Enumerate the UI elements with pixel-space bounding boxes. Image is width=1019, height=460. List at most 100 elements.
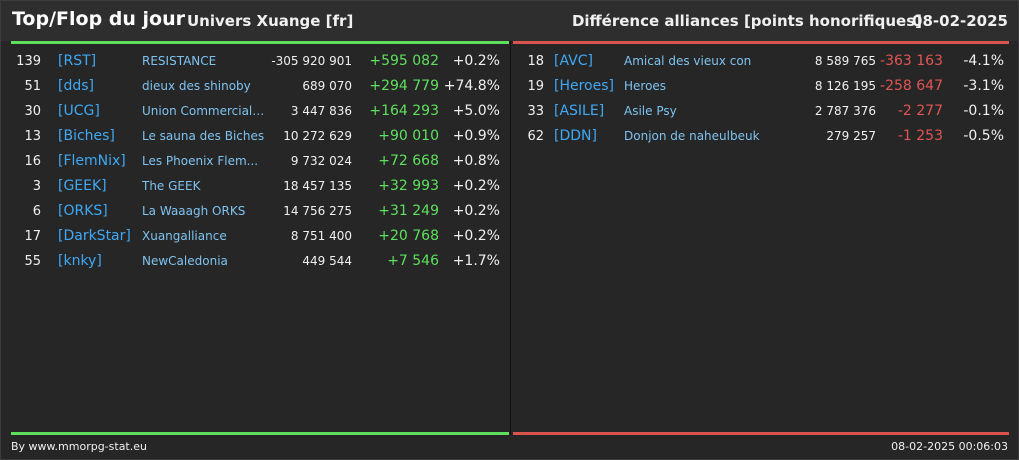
alliance-name[interactable]: The GEEK — [142, 179, 201, 193]
alliance-tag[interactable]: [knky] — [58, 253, 102, 269]
alliance-name[interactable]: Asile Psy — [624, 104, 677, 118]
alliance-name[interactable]: Les Phoenix Flem... — [142, 154, 259, 168]
points: 2 787 376 — [814, 104, 876, 118]
table-row: 30 [UCG] Union Commerciale... 3 447 836 … — [11, 99, 505, 124]
diff: +90 010 — [378, 128, 439, 144]
table-row: 18 [AVC] Amical des vieux con 8 589 765 … — [515, 49, 1009, 74]
alliance-name[interactable]: La Waaagh ORKS — [142, 204, 246, 218]
alliance-name[interactable]: NewCaledonia — [142, 254, 228, 268]
percent: +1.7% — [452, 253, 500, 269]
percent: +5.0% — [452, 103, 500, 119]
alliance-tag[interactable]: [DDN] — [554, 128, 597, 144]
alliance-tag[interactable]: [DarkStar] — [58, 228, 131, 244]
points: -305 920 901 — [271, 54, 352, 68]
points: 279 257 — [826, 129, 876, 143]
alliance-name[interactable]: Xuangalliance — [142, 229, 227, 243]
percent: -0.1% — [963, 103, 1004, 119]
table-row: 51 [dds] dieux des shinoby 689 070 +294 … — [11, 74, 505, 99]
alliance-name[interactable]: RESISTANCE — [142, 54, 217, 68]
percent: -4.1% — [963, 53, 1004, 69]
points: 18 457 135 — [283, 179, 352, 193]
diff: -1 253 — [897, 128, 943, 144]
percent: -3.1% — [963, 78, 1004, 94]
top-footer-bar — [11, 432, 509, 435]
diff: +7 546 — [387, 253, 439, 269]
alliance-tag[interactable]: [dds] — [58, 78, 94, 94]
alliance-tag[interactable]: [GEEK] — [58, 178, 107, 194]
timestamp: 08-02-2025 00:06:03 — [891, 440, 1008, 453]
diff: -2 277 — [897, 103, 943, 119]
table-row: 139 [RST] RESISTANCE -305 920 901 +595 0… — [11, 49, 505, 74]
flop-footer-bar — [513, 432, 1009, 435]
alliance-tag[interactable]: [UCG] — [58, 103, 100, 119]
flop-list: 18 [AVC] Amical des vieux con 8 589 765 … — [515, 49, 1009, 149]
rank: 13 — [24, 129, 41, 144]
diff: -363 163 — [880, 53, 943, 69]
table-row: 13 [Biches] Le sauna des Biches 10 272 6… — [11, 124, 505, 149]
table-row: 62 [DDN] Donjon de naheulbeuk 279 257 -1… — [515, 124, 1009, 149]
percent: +0.2% — [452, 228, 500, 244]
alliance-name[interactable]: dieux des shinoby — [142, 79, 251, 93]
alliance-tag[interactable]: [AVC] — [554, 53, 593, 69]
diff: +72 668 — [378, 153, 439, 169]
alliance-tag[interactable]: [Heroes] — [554, 78, 614, 94]
alliance-name[interactable]: Le sauna des Biches — [142, 129, 265, 143]
points: 8 751 400 — [290, 229, 352, 243]
diff: -258 647 — [880, 78, 943, 94]
rank: 6 — [32, 204, 41, 219]
header: Top/Flop du jour Univers Xuange [fr] Dif… — [1, 1, 1018, 41]
rank: 17 — [24, 229, 41, 244]
table-row: 33 [ASILE] Asile Psy 2 787 376 -2 277 -0… — [515, 99, 1009, 124]
rank: 62 — [527, 129, 544, 144]
rank: 18 — [527, 54, 544, 69]
points: 8 589 765 — [814, 54, 876, 68]
header-date: 08-02-2025 — [912, 12, 1008, 30]
table-row: 17 [DarkStar] Xuangalliance 8 751 400 +2… — [11, 224, 505, 249]
table-row: 19 [Heroes] Heroes 8 126 195 -258 647 -3… — [515, 74, 1009, 99]
alliance-name[interactable]: Amical des vieux con — [624, 54, 752, 68]
table-row: 55 [knky] NewCaledonia 449 544 +7 546 +1… — [11, 249, 505, 274]
percent: -0.5% — [963, 128, 1004, 144]
table-row: 16 [FlemNix] Les Phoenix Flem... 9 732 0… — [11, 149, 505, 174]
alliance-tag[interactable]: [RST] — [58, 53, 97, 69]
top-accent-bar — [11, 41, 509, 44]
top-list: 139 [RST] RESISTANCE -305 920 901 +595 0… — [11, 49, 505, 274]
diff: +20 768 — [378, 228, 439, 244]
alliance-tag[interactable]: [ASILE] — [554, 103, 605, 119]
rank: 139 — [16, 54, 41, 69]
table-row: 3 [GEEK] The GEEK 18 457 135 +32 993 +0.… — [11, 174, 505, 199]
alliance-tag[interactable]: [ORKS] — [58, 203, 108, 219]
diff: +164 293 — [369, 103, 439, 119]
rank: 33 — [527, 104, 544, 119]
points: 449 544 — [302, 254, 352, 268]
alliance-name[interactable]: Heroes — [624, 79, 667, 93]
percent: +0.8% — [452, 153, 500, 169]
credit-link[interactable]: By www.mmorpg-stat.eu — [11, 440, 147, 453]
stat-title: Différence alliances [points honorifique… — [571, 12, 922, 30]
alliance-name[interactable]: Donjon de naheulbeuk — [624, 129, 760, 143]
rank: 16 — [24, 154, 41, 169]
alliance-tag[interactable]: [Biches] — [58, 128, 115, 144]
table-row: 6 [ORKS] La Waaagh ORKS 14 756 275 +31 2… — [11, 199, 505, 224]
rank: 30 — [24, 104, 41, 119]
points: 3 447 836 — [290, 104, 352, 118]
points: 689 070 — [302, 79, 352, 93]
rank: 55 — [24, 254, 41, 269]
percent: +0.2% — [452, 178, 500, 194]
diff: +32 993 — [378, 178, 439, 194]
rank: 19 — [527, 79, 544, 94]
rank: 51 — [24, 79, 41, 94]
points: 8 126 195 — [814, 79, 876, 93]
points: 10 272 629 — [283, 129, 352, 143]
rank: 3 — [32, 179, 41, 194]
points: 9 732 024 — [290, 154, 352, 168]
percent: +74.8% — [443, 78, 500, 94]
alliance-tag[interactable]: [FlemNix] — [58, 153, 126, 169]
alliance-name[interactable]: Union Commerciale... — [142, 104, 266, 118]
universe-subtitle: Univers Xuange [fr] — [187, 12, 354, 30]
diff: +595 082 — [369, 53, 439, 69]
percent: +0.2% — [452, 203, 500, 219]
diff: +31 249 — [378, 203, 439, 219]
column-divider — [510, 41, 511, 435]
